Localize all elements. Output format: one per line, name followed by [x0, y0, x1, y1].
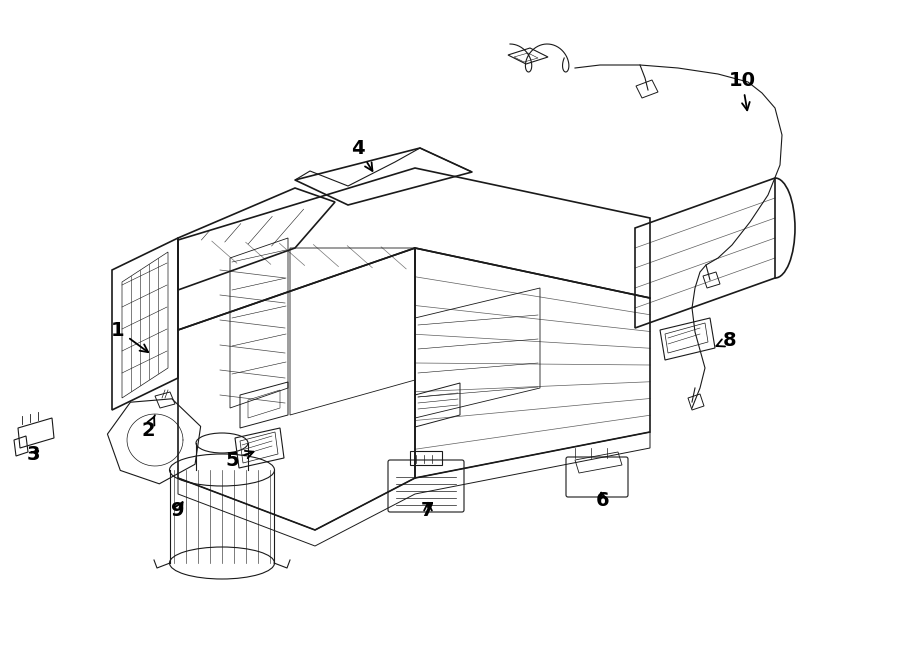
Text: 10: 10: [728, 71, 755, 110]
Text: 8: 8: [716, 330, 737, 350]
Text: 9: 9: [171, 500, 184, 520]
Bar: [410, 451, 442, 465]
Text: 6: 6: [596, 490, 610, 510]
Text: 2: 2: [141, 415, 155, 440]
Text: 4: 4: [351, 139, 373, 171]
Text: 3: 3: [26, 446, 40, 465]
Text: 1: 1: [112, 321, 148, 352]
Text: 5: 5: [225, 451, 254, 469]
Text: 7: 7: [421, 500, 435, 520]
